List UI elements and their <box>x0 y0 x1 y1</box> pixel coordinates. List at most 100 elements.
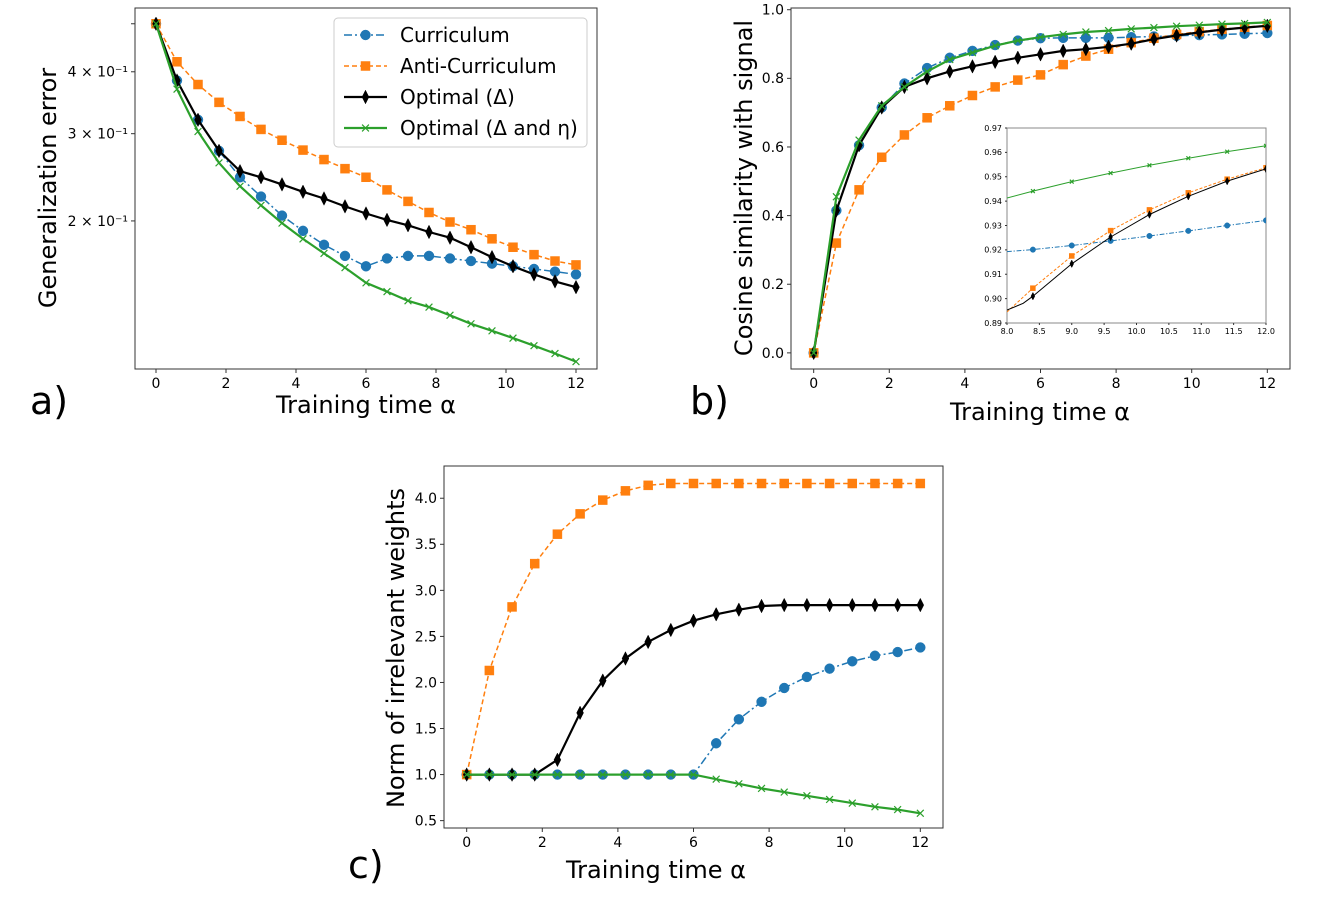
panel-b-series-layer <box>808 18 1273 361</box>
data-point <box>1068 242 1075 249</box>
series-line <box>1007 167 1266 313</box>
data-point <box>824 478 835 489</box>
data-point <box>424 207 434 218</box>
data-point <box>444 253 456 264</box>
data-point <box>1224 222 1231 229</box>
data-point <box>1036 33 1045 42</box>
x-tick-label: 8.0 <box>1001 327 1014 336</box>
panel-c-irrelevant-weights-norm: 0 2 4 6 8 10 12 0.5 1.0 1.5 2.0 2.5 3.0 3.5 4.0 Train… <box>348 465 944 887</box>
data-point <box>832 192 841 201</box>
data-point <box>235 111 245 122</box>
data-point <box>1014 50 1022 66</box>
data-point <box>967 90 978 101</box>
data-point <box>236 163 244 179</box>
data-point <box>1108 170 1113 176</box>
data-point <box>779 682 790 694</box>
data-point <box>255 191 267 202</box>
data-point <box>341 263 349 272</box>
data-point <box>1172 28 1181 43</box>
data-point <box>508 770 516 779</box>
y-tick-label: 0.91 <box>984 270 1002 279</box>
y-tick-label: 2 × 10⁻¹ <box>68 214 128 230</box>
data-point <box>1029 246 1036 253</box>
x-tick-label: 2 <box>538 835 547 851</box>
data-point <box>1218 20 1226 28</box>
data-point <box>734 478 744 489</box>
data-point <box>900 83 909 91</box>
data-point <box>968 48 977 57</box>
x-tick-label: 12 <box>911 835 929 851</box>
data-point <box>152 19 160 28</box>
data-point <box>598 495 608 505</box>
data-point <box>892 646 903 658</box>
data-point <box>621 770 630 779</box>
y-tick-label: 0.2 <box>762 277 784 293</box>
panel-c-series-layer <box>461 478 926 818</box>
panel-a-y-axis-label: Generalization error <box>34 68 62 308</box>
data-point <box>256 124 266 135</box>
data-point <box>445 217 455 227</box>
data-point <box>598 770 607 779</box>
data-point <box>899 130 910 140</box>
data-point <box>825 597 834 613</box>
data-point <box>968 59 977 74</box>
data-point <box>893 805 902 814</box>
legend-item-optimal-and: Optimal (Δ and η) <box>344 116 578 140</box>
panel-b-y-axis-label: Cosine similarity with signal <box>730 20 758 356</box>
legend-marker-icon <box>360 61 371 71</box>
data-point <box>1195 21 1204 30</box>
data-point <box>599 673 607 688</box>
data-point <box>465 255 477 267</box>
x-tick-label: 10.5 <box>1160 327 1178 336</box>
series-line <box>812 24 1268 354</box>
x-tick-label: 9.5 <box>1098 327 1111 336</box>
data-point <box>341 199 349 214</box>
data-point <box>320 249 328 258</box>
data-point <box>1150 31 1158 47</box>
data-point <box>1147 162 1152 168</box>
c-lines <box>461 478 926 818</box>
data-point <box>1172 22 1181 31</box>
data-point <box>756 478 767 489</box>
data-point <box>712 775 721 784</box>
data-point <box>318 239 330 250</box>
data-point <box>945 101 955 111</box>
y-tick-label: 0.4 <box>762 209 784 225</box>
data-point <box>870 478 880 489</box>
data-point <box>404 296 412 305</box>
series-line <box>1007 145 1266 199</box>
data-point <box>1147 210 1152 219</box>
data-point <box>530 770 539 779</box>
data-point <box>620 486 631 496</box>
y-tick-label: 4 × 10⁻¹ <box>68 65 128 81</box>
y-tick-label: 0.89 <box>984 319 1002 328</box>
y-tick-label: 1.0 <box>415 767 437 783</box>
data-point <box>1224 149 1230 154</box>
y-tick-label: 0.6 <box>762 140 784 156</box>
data-point <box>780 597 788 613</box>
data-point <box>550 256 560 266</box>
x-tick-label: 8 <box>765 835 774 851</box>
data-point <box>1030 291 1036 301</box>
x-tick-label: 0 <box>809 376 818 392</box>
data-point <box>779 478 789 489</box>
data-point <box>689 613 698 629</box>
data-point <box>530 267 538 282</box>
data-point <box>425 303 433 311</box>
a-lines <box>150 16 582 366</box>
panel-b-x-axis-label: Training time α <box>949 398 1130 426</box>
panel-b-inset: 8.0 8.5 9.0 9.5 10.0 10.5 11.0 11.5 12.0 0.89 0.9… <box>984 124 1275 336</box>
data-point <box>446 230 454 246</box>
data-point <box>404 217 412 233</box>
data-point <box>621 651 630 666</box>
data-point <box>1080 32 1092 44</box>
data-point <box>1069 259 1074 269</box>
series-optimal-and <box>152 19 580 366</box>
data-point <box>667 622 675 638</box>
data-point <box>991 54 999 70</box>
y-tick-label: 0.94 <box>984 197 1002 206</box>
x-tick-label: 11.0 <box>1192 327 1210 336</box>
data-point <box>572 357 580 366</box>
x-tick-label: 4 <box>960 376 969 392</box>
